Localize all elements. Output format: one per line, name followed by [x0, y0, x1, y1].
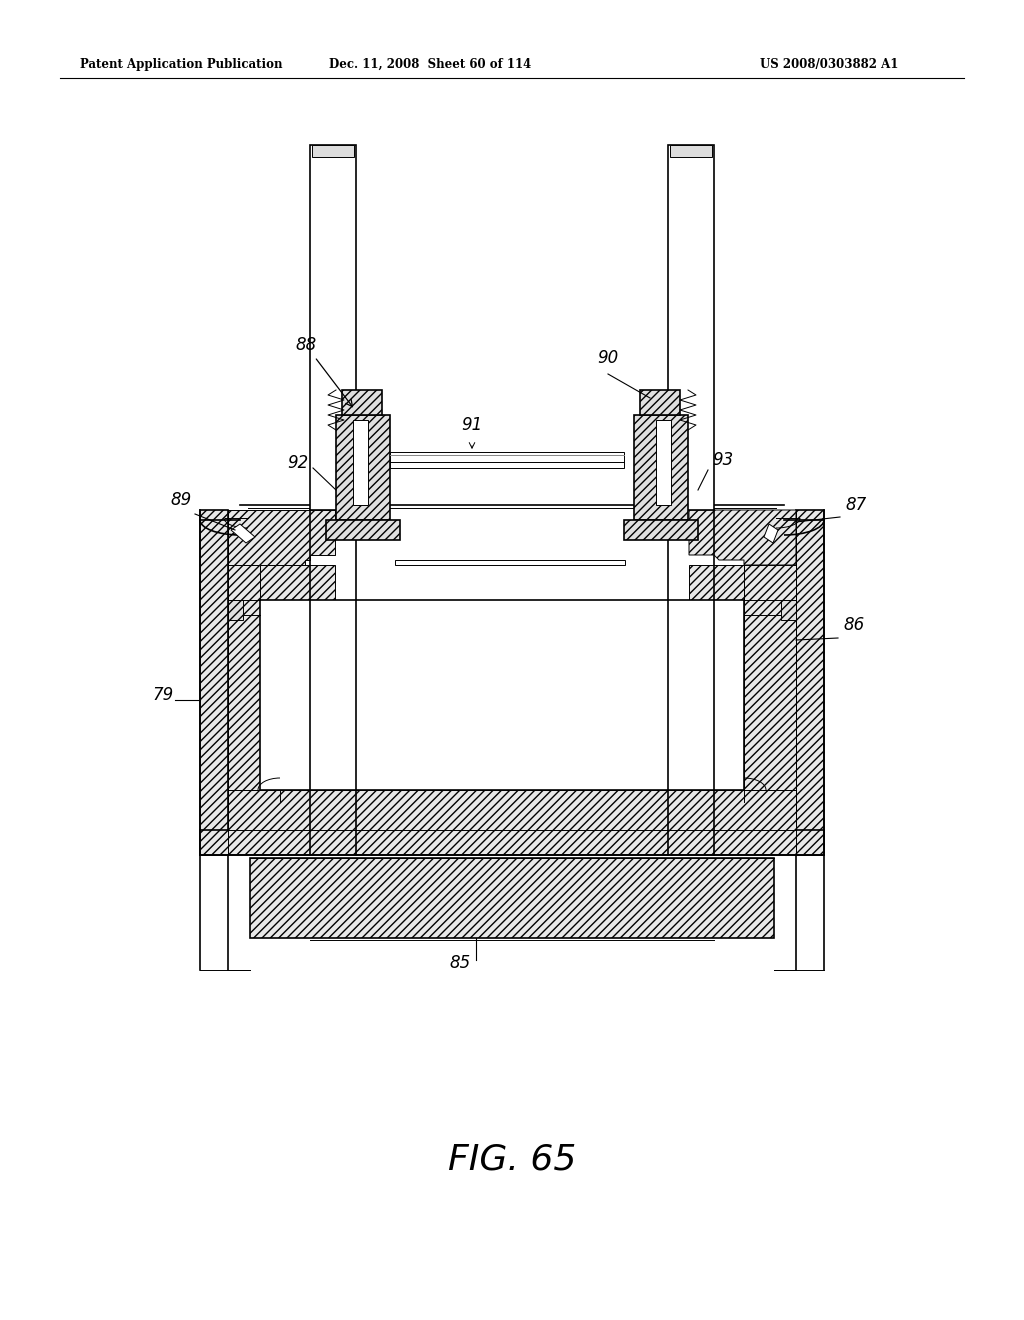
- Text: 87: 87: [845, 496, 866, 513]
- Text: 85: 85: [450, 954, 471, 972]
- Text: 79: 79: [152, 686, 173, 704]
- Polygon shape: [200, 830, 824, 855]
- Polygon shape: [634, 414, 688, 520]
- Text: Dec. 11, 2008  Sheet 60 of 114: Dec. 11, 2008 Sheet 60 of 114: [329, 58, 531, 71]
- Text: FIG. 65: FIG. 65: [447, 1143, 577, 1177]
- Bar: [353, 420, 368, 506]
- Text: 86: 86: [843, 616, 864, 634]
- Text: Patent Application Publication: Patent Application Publication: [80, 58, 283, 71]
- Bar: [260, 601, 744, 789]
- Bar: [310, 145, 356, 510]
- Bar: [250, 858, 774, 939]
- Polygon shape: [764, 524, 778, 543]
- Text: 93: 93: [712, 451, 733, 469]
- Polygon shape: [228, 789, 796, 830]
- Polygon shape: [260, 565, 335, 601]
- Text: 90: 90: [597, 348, 618, 367]
- Text: 89: 89: [170, 491, 191, 510]
- Bar: [781, 601, 796, 620]
- Bar: [312, 145, 354, 157]
- Text: 92: 92: [288, 454, 308, 473]
- Polygon shape: [796, 510, 824, 855]
- Polygon shape: [624, 520, 698, 540]
- Polygon shape: [200, 510, 228, 855]
- Text: US 2008/0303882 A1: US 2008/0303882 A1: [760, 58, 898, 71]
- Polygon shape: [640, 389, 680, 414]
- Bar: [228, 601, 243, 620]
- Polygon shape: [689, 510, 796, 565]
- Polygon shape: [744, 565, 796, 789]
- Polygon shape: [228, 510, 335, 565]
- Bar: [390, 451, 624, 469]
- Text: 88: 88: [295, 337, 352, 407]
- Text: 91: 91: [462, 416, 482, 434]
- Polygon shape: [336, 414, 390, 520]
- Bar: [656, 420, 671, 506]
- Polygon shape: [228, 565, 260, 789]
- Polygon shape: [689, 565, 744, 601]
- Bar: [670, 145, 712, 157]
- Polygon shape: [342, 389, 382, 414]
- Polygon shape: [231, 524, 255, 543]
- Polygon shape: [395, 560, 625, 565]
- Polygon shape: [326, 520, 400, 540]
- Bar: [668, 145, 714, 510]
